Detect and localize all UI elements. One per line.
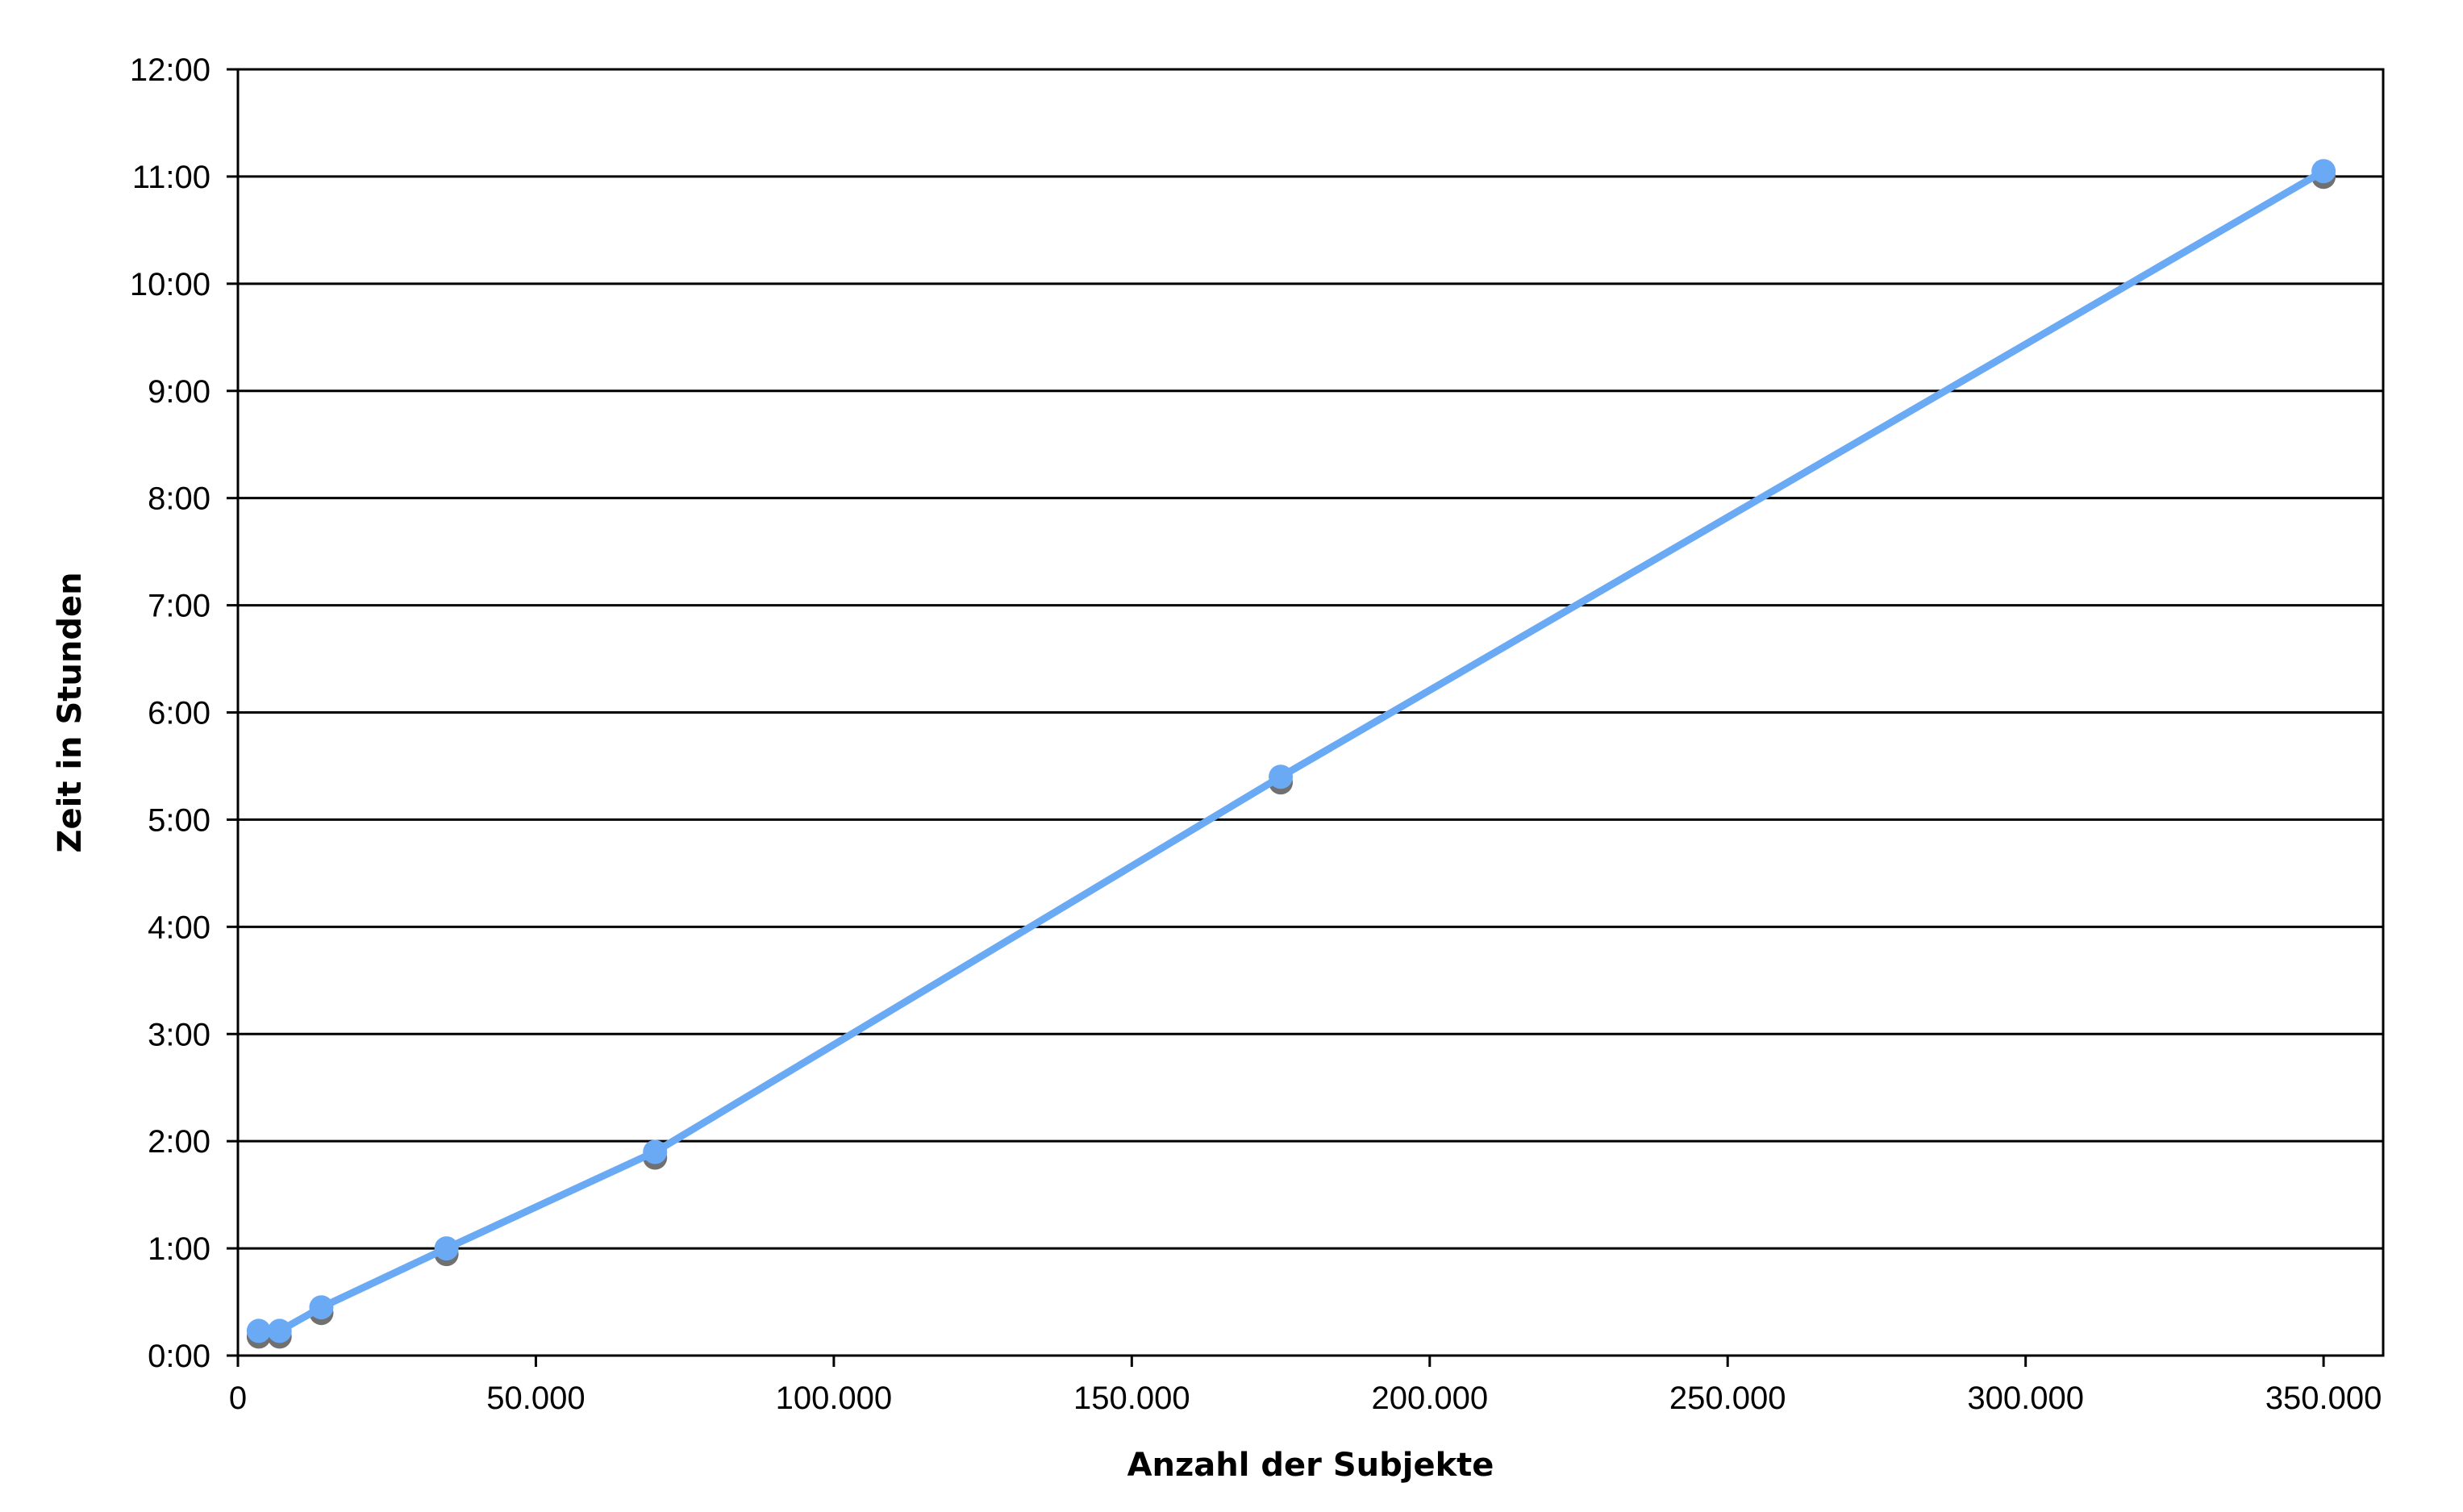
- x-tick-label: 50.000: [486, 1381, 585, 1416]
- y-tick-label: 11:00: [132, 160, 210, 195]
- y-tick-label: 8:00: [148, 481, 210, 517]
- y-tick-label: 7:00: [148, 589, 210, 624]
- data-point: [246, 1318, 271, 1343]
- y-tick-label: 1:00: [148, 1231, 210, 1267]
- y-tick-label: 6:00: [148, 696, 210, 731]
- x-tick-label: 200.000: [1371, 1381, 1488, 1416]
- series-layer: [246, 159, 2336, 1349]
- data-point: [1269, 764, 1294, 789]
- x-axis-ticks: 0 50.000 100.000 150.000 200.000 250.000 300.0…: [229, 1356, 2382, 1416]
- y-tick-label: 3:00: [148, 1017, 210, 1052]
- data-point: [643, 1139, 668, 1164]
- data-point: [309, 1295, 334, 1320]
- x-tick-label: 0: [229, 1381, 247, 1416]
- x-tick-label: 300.000: [1967, 1381, 2084, 1416]
- data-point: [267, 1318, 292, 1343]
- grid-layer: [238, 68, 2383, 1357]
- y-tick-label: 2:00: [148, 1124, 210, 1160]
- x-axis-title: Anzahl der Subjekte: [1127, 1447, 1494, 1484]
- y-tick-label: 10:00: [130, 267, 210, 302]
- x-tick-label: 150.000: [1073, 1381, 1190, 1416]
- data-point: [434, 1236, 459, 1261]
- x-tick-label: 250.000: [1669, 1381, 1786, 1416]
- x-tick-label: 100.000: [776, 1381, 893, 1416]
- x-tick-label: 350.000: [2265, 1381, 2382, 1416]
- y-tick-label: 0:00: [148, 1339, 210, 1374]
- y-axis-title: Zeit in Stunden: [52, 572, 89, 852]
- y-tick-label: 5:00: [148, 802, 210, 838]
- series-line: [255, 167, 2328, 1335]
- y-tick-label: 9:00: [148, 374, 210, 410]
- data-point: [2311, 159, 2336, 184]
- y-axis-ticks: 0:00 1:00 2:00 3:00 4:00 5:00 6:00 7:00 8:00 9:00…: [130, 52, 238, 1374]
- y-tick-label: 12:00: [130, 52, 210, 88]
- y-tick-label: 4:00: [148, 910, 210, 945]
